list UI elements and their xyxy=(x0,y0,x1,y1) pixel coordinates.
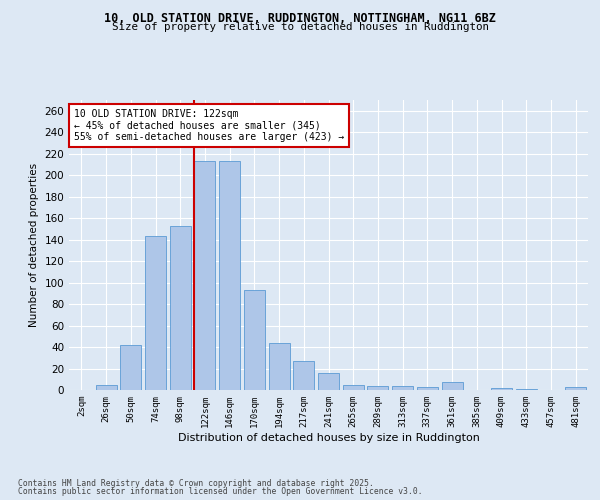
Bar xyxy=(170,226,191,390)
Bar xyxy=(343,384,364,390)
Bar xyxy=(120,345,141,390)
X-axis label: Distribution of detached houses by size in Ruddington: Distribution of detached houses by size … xyxy=(178,432,479,442)
Bar xyxy=(491,388,512,390)
Bar xyxy=(269,342,290,390)
Bar xyxy=(392,386,413,390)
Bar xyxy=(219,161,240,390)
Bar xyxy=(516,389,537,390)
Bar xyxy=(293,361,314,390)
Y-axis label: Number of detached properties: Number of detached properties xyxy=(29,163,39,327)
Bar xyxy=(442,382,463,390)
Bar xyxy=(318,373,339,390)
Text: Size of property relative to detached houses in Ruddington: Size of property relative to detached ho… xyxy=(112,22,488,32)
Bar xyxy=(145,236,166,390)
Text: Contains HM Land Registry data © Crown copyright and database right 2025.: Contains HM Land Registry data © Crown c… xyxy=(18,478,374,488)
Bar xyxy=(417,387,438,390)
Bar xyxy=(95,384,116,390)
Bar xyxy=(244,290,265,390)
Text: 10, OLD STATION DRIVE, RUDDINGTON, NOTTINGHAM, NG11 6BZ: 10, OLD STATION DRIVE, RUDDINGTON, NOTTI… xyxy=(104,12,496,26)
Text: Contains public sector information licensed under the Open Government Licence v3: Contains public sector information licen… xyxy=(18,487,422,496)
Text: 10 OLD STATION DRIVE: 122sqm
← 45% of detached houses are smaller (345)
55% of s: 10 OLD STATION DRIVE: 122sqm ← 45% of de… xyxy=(74,108,344,142)
Bar xyxy=(194,161,215,390)
Bar xyxy=(367,386,388,390)
Bar xyxy=(565,387,586,390)
